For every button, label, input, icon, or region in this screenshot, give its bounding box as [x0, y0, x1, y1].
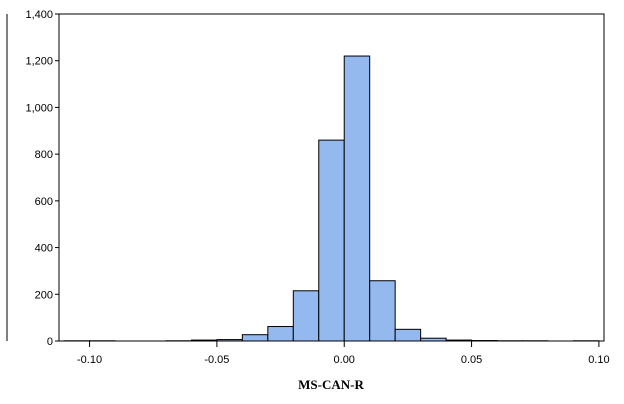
histogram-bar	[241, 334, 269, 342]
histogram-bar	[318, 139, 345, 342]
y-tick-label: 1,200	[25, 56, 53, 68]
histogram-bar	[216, 339, 243, 342]
x-tick-label: 0.10	[588, 354, 609, 366]
y-tick-label: 1,000	[25, 102, 53, 114]
x-tick-label: 0.00	[334, 354, 355, 366]
histogram-bar	[292, 290, 320, 342]
y-tick-label: 800	[35, 149, 53, 161]
x-axis-title: MS-CAN-R	[298, 377, 364, 392]
histogram-bars	[63, 55, 600, 342]
y-tick-label: 1,400	[25, 9, 53, 21]
histogram-bar	[343, 55, 371, 342]
x-tick-label: -0.10	[77, 354, 102, 366]
histogram-bar	[420, 337, 447, 342]
x-tick-label: -0.05	[204, 354, 229, 366]
histogram-bar	[267, 326, 294, 342]
y-axis: 0 200 400 600 800 1,000 1,200 1,400	[25, 9, 59, 348]
y-tick-label: 200	[35, 289, 53, 301]
y-tick-label: 400	[35, 243, 53, 255]
histogram-bar	[369, 280, 396, 342]
y-tick-label: 0	[47, 336, 53, 348]
x-axis: -0.10 -0.05 0.00 0.05 0.10	[77, 341, 610, 366]
histogram-bar	[394, 328, 422, 342]
x-tick-label: 0.05	[461, 354, 482, 366]
histogram-bar	[445, 339, 473, 342]
histogram-bar	[190, 339, 218, 342]
y-tick-label: 600	[35, 196, 53, 208]
